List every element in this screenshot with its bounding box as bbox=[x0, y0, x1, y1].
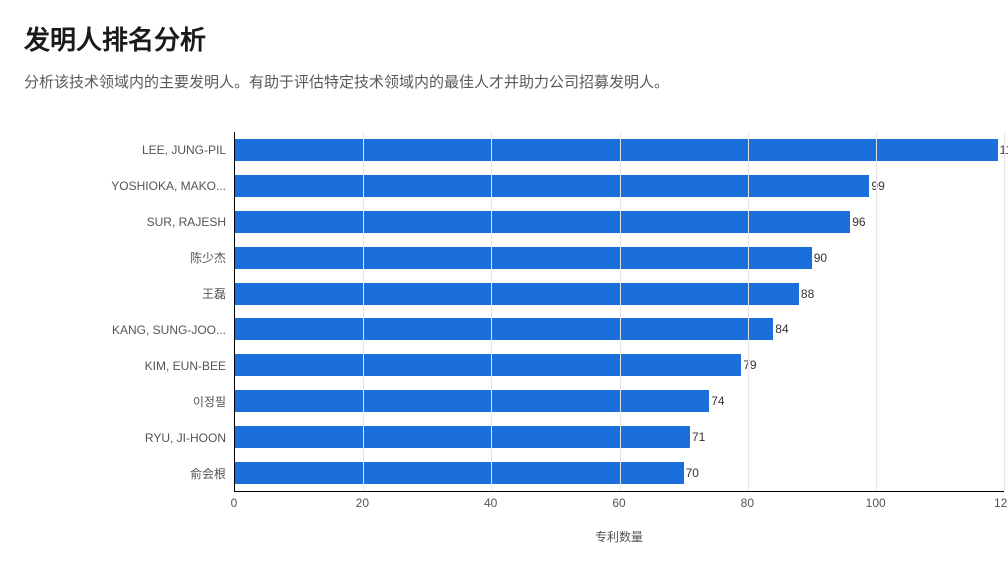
bar-value-label: 99 bbox=[869, 175, 884, 197]
x-tick-label: 120 bbox=[994, 496, 1008, 510]
bar-value-label: 70 bbox=[684, 462, 699, 484]
y-tick-label: 俞会根 bbox=[190, 467, 226, 481]
y-tick-label: 이정필 bbox=[193, 395, 226, 409]
bar-value-label: 84 bbox=[773, 318, 788, 340]
y-tick-label: KANG, SUNG-JOO... bbox=[112, 323, 226, 337]
page-subtitle: 分析该技术领域内的主要发明人。有助于评估特定技术领域内的最佳人才并助力公司招募发… bbox=[24, 71, 984, 92]
bar bbox=[235, 318, 773, 340]
bar bbox=[235, 354, 741, 376]
bar bbox=[235, 390, 709, 412]
y-tick-label: KIM, EUN-BEE bbox=[145, 359, 226, 373]
bar bbox=[235, 247, 812, 269]
x-axis-title: 专利数量 bbox=[234, 528, 1004, 545]
x-tick-label: 40 bbox=[484, 496, 497, 510]
page-title: 发明人排名分析 bbox=[24, 20, 984, 57]
gridline bbox=[748, 132, 749, 491]
x-tick-label: 20 bbox=[356, 496, 369, 510]
y-tick-label: 王磊 bbox=[202, 287, 226, 301]
y-axis-labels: LEE, JUNG-PIL YOSHIOKA, MAKO... SUR, RAJES… bbox=[44, 132, 234, 492]
x-tick-label: 80 bbox=[741, 496, 754, 510]
x-tick-label: 60 bbox=[612, 496, 625, 510]
y-tick-label: LEE, JUNG-PIL bbox=[142, 143, 226, 157]
bar-value-label: 119 bbox=[998, 139, 1008, 161]
bar-value-label: 88 bbox=[799, 283, 814, 305]
y-tick-label: SUR, RAJESH bbox=[147, 215, 226, 229]
y-tick-label: 陈少杰 bbox=[190, 251, 226, 265]
bar-value-label: 71 bbox=[690, 426, 705, 448]
gridline bbox=[491, 132, 492, 491]
bar-value-label: 79 bbox=[741, 354, 756, 376]
y-tick-label: RYU, JI-HOON bbox=[145, 431, 226, 445]
bar-value-label: 96 bbox=[850, 211, 865, 233]
gridline bbox=[1004, 132, 1005, 491]
inventor-bar-chart: LEE, JUNG-PIL YOSHIOKA, MAKO... SUR, RAJES… bbox=[44, 132, 1004, 545]
x-axis-ticks: 020406080100120 bbox=[234, 492, 1004, 510]
x-tick-label: 0 bbox=[231, 496, 238, 510]
bar bbox=[235, 426, 690, 448]
bar bbox=[235, 175, 869, 197]
bar bbox=[235, 211, 850, 233]
gridline bbox=[876, 132, 877, 491]
plot-area: 119999690888479747170 bbox=[234, 132, 1004, 492]
bar-value-label: 74 bbox=[709, 390, 724, 412]
y-tick-label: YOSHIOKA, MAKO... bbox=[111, 179, 226, 193]
bar bbox=[235, 139, 998, 161]
bar bbox=[235, 283, 799, 305]
gridline bbox=[363, 132, 364, 491]
bar bbox=[235, 462, 684, 484]
x-tick-label: 100 bbox=[866, 496, 886, 510]
gridline bbox=[620, 132, 621, 491]
bar-value-label: 90 bbox=[812, 247, 827, 269]
